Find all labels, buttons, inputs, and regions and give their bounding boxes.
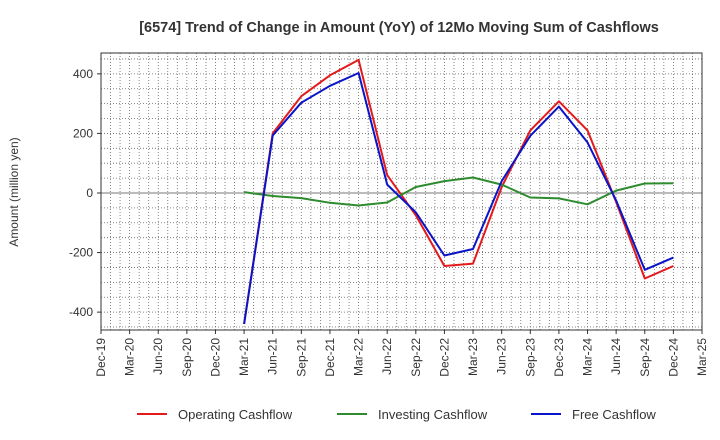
series-line-operating-cashflow (243, 58, 674, 325)
legend: Operating Cashflow Investing Cashflow Free… (137, 407, 656, 422)
series-line-investing-cashflow (243, 176, 674, 207)
x-tick-label: Jun-24 (609, 338, 623, 375)
x-tick-label: Jun-22 (380, 338, 394, 375)
y-axis-label: Amount (million yen) (7, 137, 21, 246)
y-tick-label: 400 (73, 67, 93, 81)
y-tick-label: 200 (73, 126, 93, 140)
y-tick-label: -200 (69, 246, 93, 260)
x-tick-label: Sep-24 (638, 338, 652, 377)
legend-label-investing-cashflow: Investing Cashflow (378, 407, 488, 422)
x-tick-label: Dec-24 (666, 338, 680, 377)
chart-title: [6574] Trend of Change in Amount (YoY) o… (139, 20, 659, 36)
x-tick-label: Mar-23 (466, 338, 480, 376)
x-tick-label: Dec-21 (323, 338, 337, 377)
x-tick-label: Dec-22 (437, 338, 451, 377)
x-tick-label: Mar-22 (352, 338, 366, 376)
x-tick-label: Dec-20 (208, 338, 222, 377)
x-tick-label: Dec-19 (94, 338, 108, 377)
x-tick-label: Jun-21 (266, 338, 280, 375)
y-tick-label: -400 (69, 305, 93, 319)
plot-area: 400 200 0 -200 -400 Dec-19 Mar-20 Jun-20 Sep-20 D… (69, 52, 709, 377)
y-tick-label: 0 (86, 186, 93, 200)
plot-frame (100, 52, 703, 331)
x-tick-label: Mar-24 (581, 338, 595, 376)
x-tick-label: Sep-21 (294, 338, 308, 377)
x-tick-label: Jun-23 (495, 338, 509, 375)
x-tick-label: Sep-20 (180, 338, 194, 377)
legend-label-free-cashflow: Free Cashflow (572, 407, 656, 422)
x-tick-label: Dec-23 (552, 338, 566, 377)
x-tick-label: Sep-22 (409, 338, 423, 377)
x-tick-label: Jun-20 (151, 338, 165, 375)
plot-background (101, 53, 702, 330)
x-tick-label: Mar-21 (237, 338, 251, 376)
x-tick-label: Sep-23 (523, 338, 537, 377)
x-tick-label: Mar-20 (123, 338, 137, 376)
series-line-free-cashflow (243, 72, 674, 325)
x-tick-label: Mar-25 (695, 338, 709, 376)
legend-label-operating-cashflow: Operating Cashflow (178, 407, 293, 422)
